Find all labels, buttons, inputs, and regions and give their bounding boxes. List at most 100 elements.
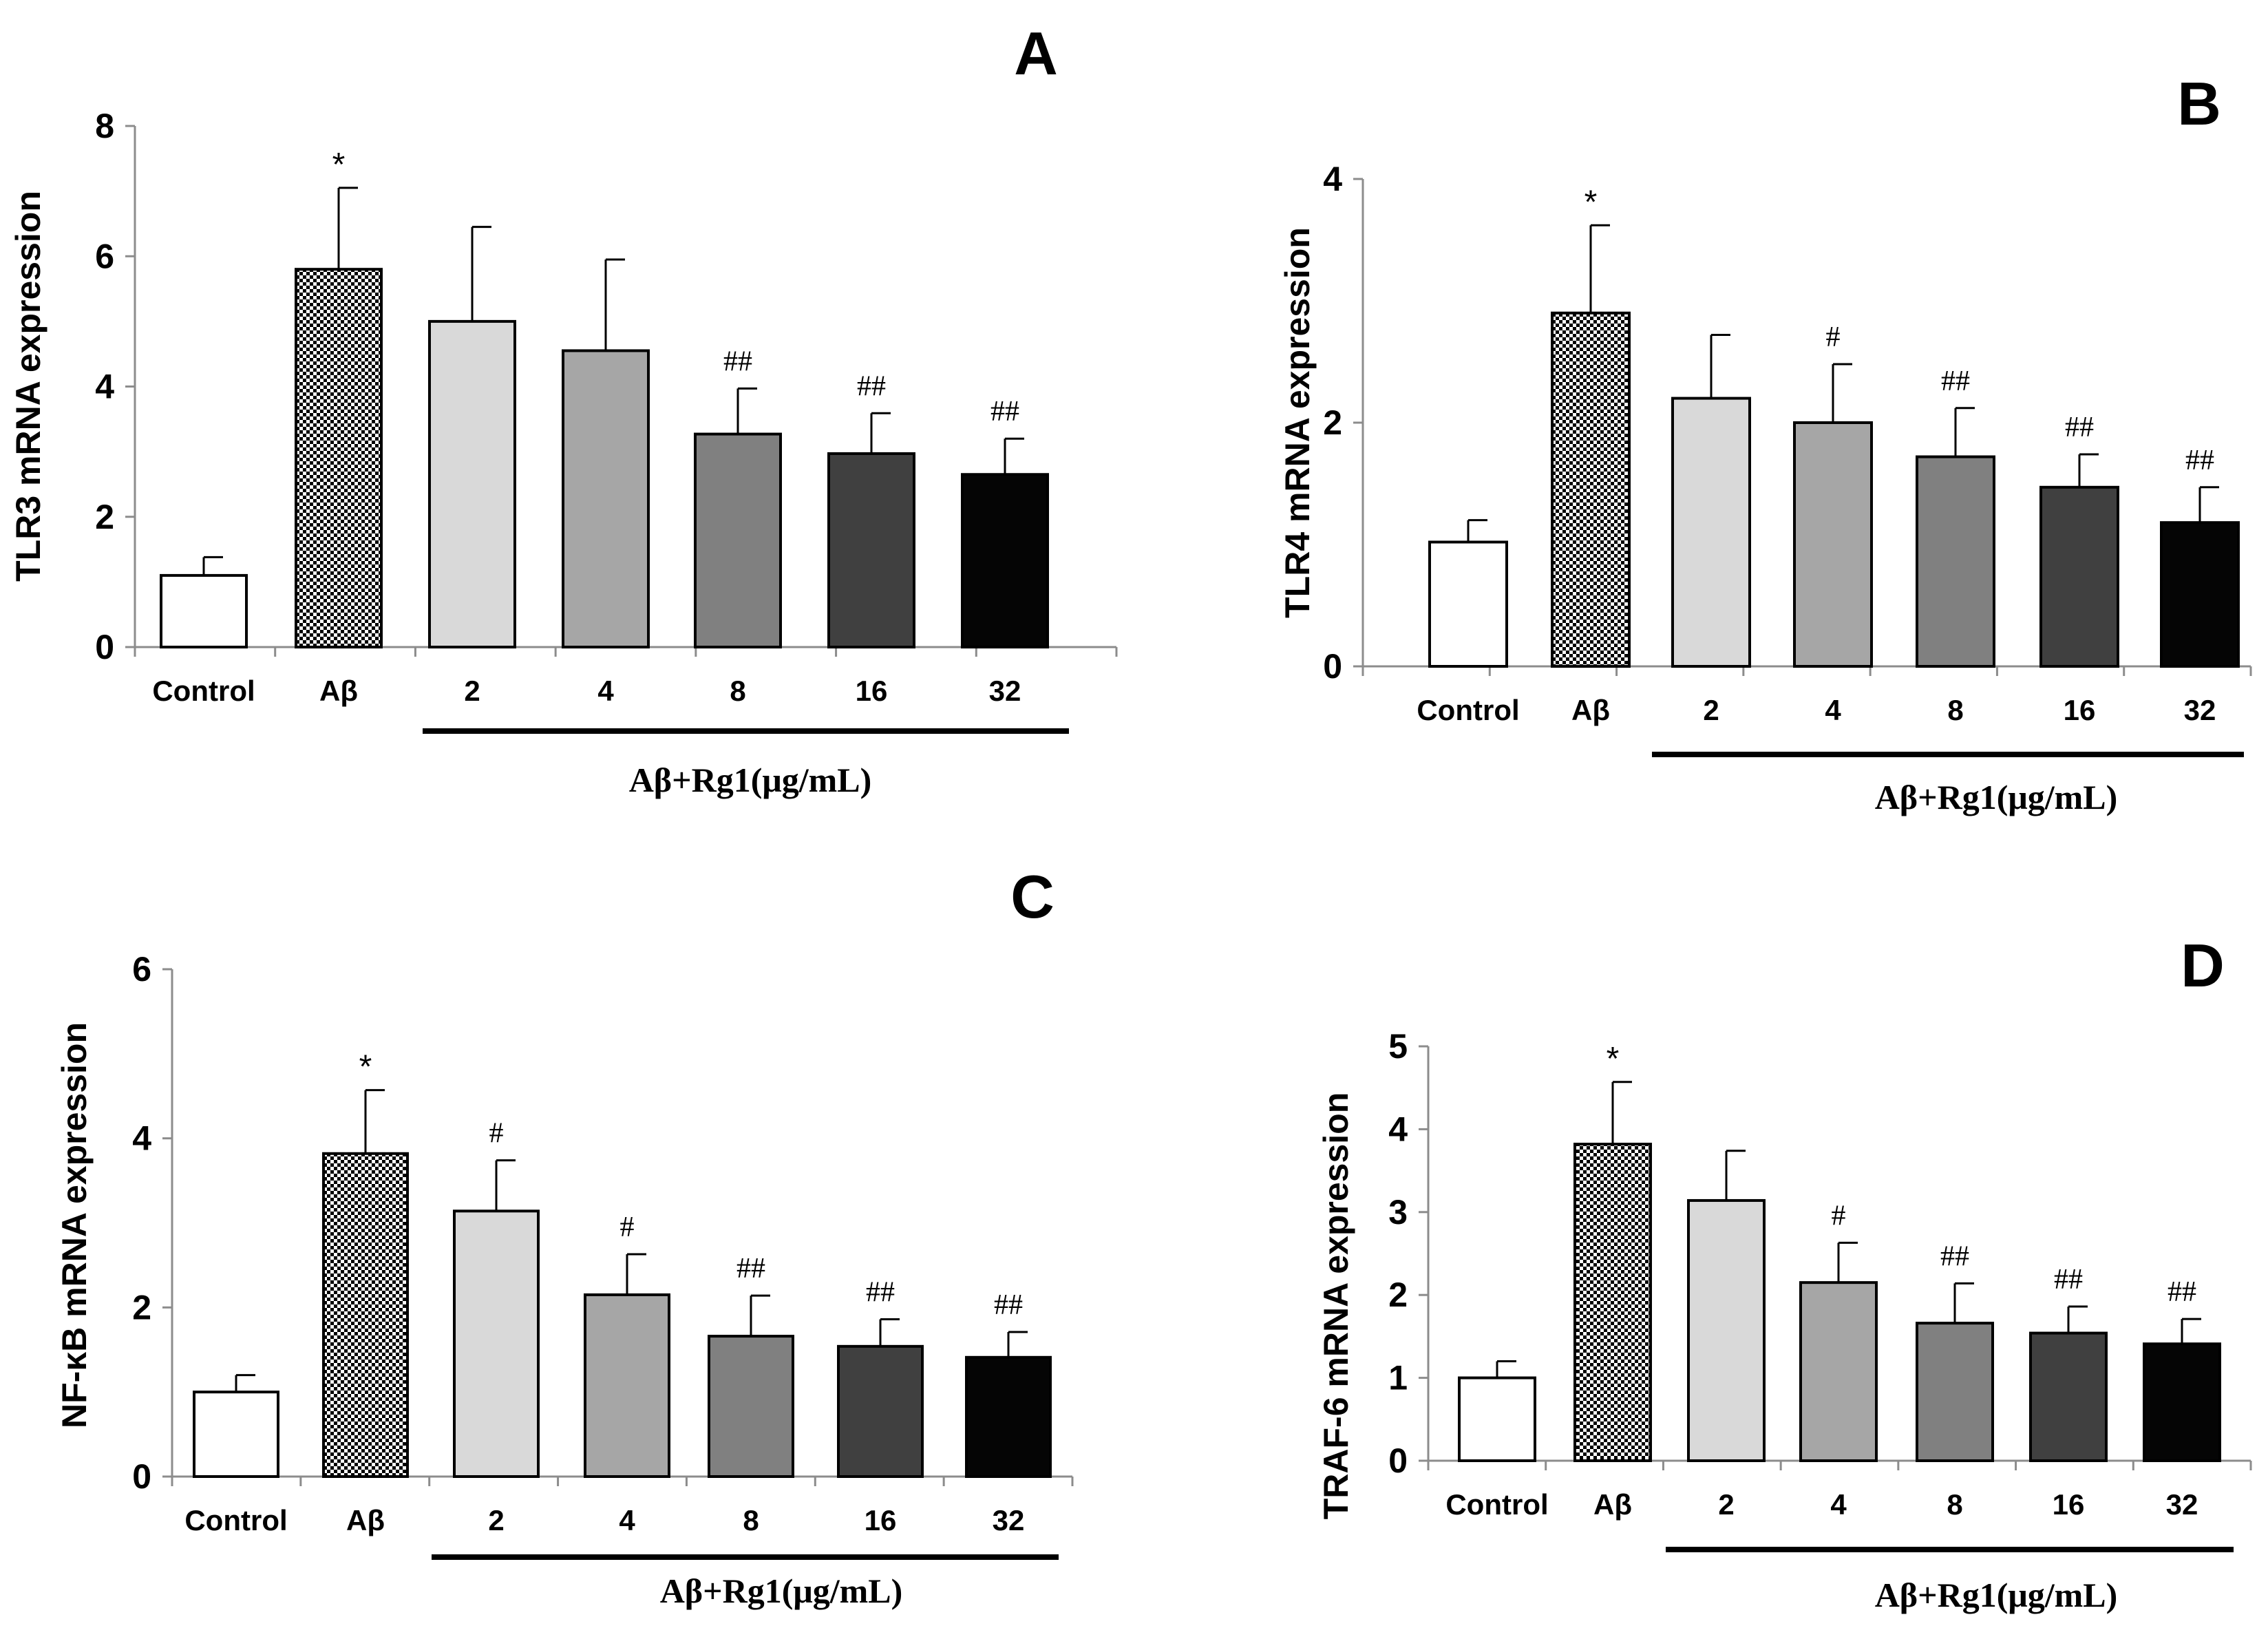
panel-letter: A: [1014, 19, 1058, 87]
y-tick-label: 0: [95, 628, 114, 666]
category-label: 2: [1718, 1488, 1734, 1521]
category-label: 4: [597, 675, 614, 707]
significance-marker: ##: [994, 1289, 1023, 1321]
bar-2: [428, 319, 516, 648]
category-label: 8: [1947, 1488, 1962, 1521]
significance-marker: ##: [866, 1277, 895, 1309]
bar-32: [961, 473, 1049, 649]
y-axis-label: TLR4 mRNA expression: [1278, 227, 1317, 618]
bar-32: [965, 1355, 1052, 1479]
bar-8: [1916, 1322, 1994, 1462]
bar-4: [562, 349, 650, 648]
y-tick-label: 8: [95, 107, 114, 145]
significance-marker: ##: [1940, 1240, 1969, 1272]
y-tick-label: 4: [132, 1119, 151, 1158]
y-tick-label: 5: [1388, 1027, 1408, 1066]
bar-Control: [1428, 540, 1508, 668]
bar-Control: [160, 573, 248, 648]
significance-marker: #: [620, 1212, 635, 1243]
category-label: Control: [1445, 1488, 1548, 1521]
bar-8: [1916, 455, 1995, 668]
category-label: 4: [619, 1504, 635, 1536]
bar-16: [827, 452, 915, 648]
panel-letter: B: [2177, 70, 2221, 138]
y-tick-label: 4: [1323, 160, 1342, 198]
significance-marker: ##: [723, 346, 752, 377]
significance-marker: *: [1585, 184, 1598, 220]
bar-Aβ: [295, 268, 383, 648]
significance-marker: #: [1826, 321, 1841, 353]
bar-Aβ: [1551, 311, 1631, 668]
y-axis-label: TRAF-6 mRNA expression: [1317, 1092, 1355, 1519]
category-label: 2: [464, 675, 480, 707]
y-tick-label: 3: [1388, 1193, 1408, 1231]
y-axis-label: NF-κB mRNA expression: [55, 1022, 94, 1428]
significance-marker: *: [332, 147, 346, 183]
category-label: 4: [1825, 694, 1841, 726]
significance-marker: ##: [990, 396, 1019, 427]
bar-16: [2029, 1331, 2108, 1462]
category-label: 8: [743, 1504, 759, 1536]
significance-marker: ##: [2185, 445, 2214, 476]
group-label: Aβ+Rg1(μg/mL): [629, 761, 872, 799]
category-label: Control: [1417, 694, 1519, 726]
significance-marker: ##: [857, 370, 886, 402]
group-label: Aβ+Rg1(μg/mL): [660, 1572, 903, 1610]
significance-marker: ##: [2168, 1276, 2196, 1308]
chart-panel-D: D 0 1 2 3 4 5 TRAF-6 mRNA expression Control Aβ * 2…: [1317, 931, 2252, 1614]
y-tick-label: 0: [1388, 1441, 1408, 1480]
bar-Aβ: [322, 1152, 409, 1478]
category-label: 32: [2166, 1488, 2198, 1521]
y-tick-label: 0: [132, 1457, 151, 1496]
category-label: 4: [1830, 1488, 1847, 1521]
bar-32: [2143, 1342, 2221, 1462]
panel-letter: D: [2181, 931, 2225, 1000]
bar-32: [2160, 521, 2240, 668]
y-tick-label: 6: [132, 950, 151, 989]
bar-2: [1671, 397, 1751, 668]
category-label: Aβ: [1593, 1488, 1632, 1521]
y-tick-label: 0: [1323, 647, 1342, 686]
y-tick-label: 6: [95, 237, 114, 275]
chart-panel-C: C 0 2 4 6 NF-κB mRNA expression Control Aβ * 2 #4 #…: [55, 863, 1074, 1610]
chart-panel-A: A 0 2 4 6 8 TLR3 mRNA expression Control Aβ * 2 4 8 #…: [9, 19, 1118, 799]
category-label: 16: [856, 675, 888, 707]
group-label: Aβ+Rg1(μg/mL): [1875, 1576, 2118, 1614]
category-label: 16: [865, 1504, 897, 1536]
bar-16: [837, 1344, 924, 1478]
category-label: 32: [989, 675, 1021, 707]
y-tick-label: 4: [95, 368, 114, 406]
significance-marker: *: [1607, 1041, 1620, 1077]
category-label: 2: [1703, 694, 1719, 726]
significance-marker: #: [1832, 1200, 1846, 1231]
bar-4: [1793, 421, 1873, 668]
category-label: Control: [152, 675, 255, 707]
bar-Control: [1458, 1376, 1536, 1462]
significance-marker: ##: [736, 1253, 765, 1285]
y-tick-label: 2: [1323, 403, 1342, 442]
category-label: 32: [993, 1504, 1025, 1536]
category-label: 32: [2184, 694, 2216, 726]
category-label: Control: [184, 1504, 287, 1536]
y-axis-label: TLR3 mRNA expression: [9, 191, 47, 582]
bar-2: [1687, 1198, 1766, 1462]
significance-marker: ##: [2065, 412, 2094, 443]
panel-letter: C: [1010, 863, 1054, 931]
y-tick-label: 2: [95, 498, 114, 536]
bar-Aβ: [1573, 1143, 1652, 1463]
bar-Control: [193, 1391, 279, 1478]
category-label: Aβ: [1571, 694, 1610, 726]
group-label: Aβ+Rg1(μg/mL): [1875, 778, 2118, 816]
bar-4: [584, 1293, 670, 1478]
bar-8: [708, 1335, 794, 1479]
significance-marker: ##: [1941, 366, 1970, 397]
bar-16: [2039, 485, 2119, 668]
y-tick-label: 4: [1388, 1110, 1408, 1148]
category-label: 8: [1947, 694, 1963, 726]
y-tick-label: 2: [1388, 1276, 1408, 1314]
bar-4: [1799, 1281, 1878, 1462]
y-tick-label: 1: [1388, 1359, 1408, 1397]
category-label: Aβ: [319, 675, 358, 707]
